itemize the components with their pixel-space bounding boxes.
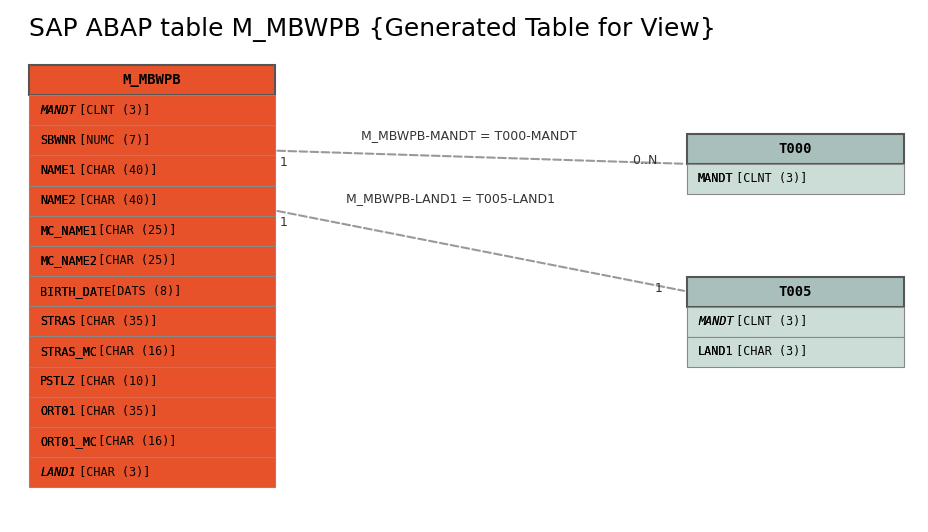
Text: MC_NAME1: MC_NAME1 bbox=[40, 225, 97, 237]
Text: M_MBWPB: M_MBWPB bbox=[122, 73, 181, 87]
Text: ORT01: ORT01 bbox=[40, 405, 76, 418]
Bar bbox=[29, 276, 275, 306]
Text: ORT01_MC: ORT01_MC bbox=[40, 436, 97, 448]
Text: 1: 1 bbox=[654, 282, 663, 295]
Text: MANDT: MANDT bbox=[697, 172, 733, 186]
Text: MANDT: MANDT bbox=[697, 172, 733, 186]
Text: 1: 1 bbox=[279, 216, 288, 229]
Text: [CHAR (3)]: [CHAR (3)] bbox=[71, 466, 150, 479]
Bar bbox=[29, 457, 275, 487]
Text: PSTLZ: PSTLZ bbox=[40, 375, 76, 388]
Text: MANDT: MANDT bbox=[40, 104, 76, 117]
Text: [CLNT (3)]: [CLNT (3)] bbox=[71, 104, 150, 117]
Bar bbox=[686, 164, 904, 194]
Bar bbox=[29, 306, 275, 336]
Text: [CHAR (16)]: [CHAR (16)] bbox=[91, 436, 176, 448]
Bar bbox=[686, 337, 904, 367]
Text: [DATS (8)]: [DATS (8)] bbox=[103, 285, 182, 297]
Text: MANDT: MANDT bbox=[697, 315, 733, 328]
Text: ORT01_MC: ORT01_MC bbox=[40, 436, 97, 448]
Bar bbox=[29, 125, 275, 155]
Text: [CHAR (3)]: [CHAR (3)] bbox=[728, 345, 807, 359]
Text: STRAS_MC: STRAS_MC bbox=[40, 345, 97, 358]
Text: [CHAR (40)]: [CHAR (40)] bbox=[71, 164, 157, 177]
Text: LAND1: LAND1 bbox=[697, 345, 733, 359]
Bar bbox=[686, 134, 904, 164]
Text: MANDT: MANDT bbox=[697, 315, 733, 328]
Bar bbox=[29, 367, 275, 397]
Text: BIRTH_DATE: BIRTH_DATE bbox=[40, 285, 111, 297]
Text: M_MBWPB-MANDT = T000-MANDT: M_MBWPB-MANDT = T000-MANDT bbox=[361, 129, 576, 142]
Bar bbox=[29, 95, 275, 125]
Text: [CHAR (35)]: [CHAR (35)] bbox=[71, 405, 157, 418]
Text: MANDT: MANDT bbox=[40, 104, 76, 117]
Text: [CHAR (40)]: [CHAR (40)] bbox=[71, 194, 157, 207]
Bar bbox=[29, 155, 275, 186]
Text: SBWNR: SBWNR bbox=[40, 134, 76, 147]
Text: STRAS_MC: STRAS_MC bbox=[40, 345, 97, 358]
Bar bbox=[29, 215, 275, 246]
Text: [CHAR (25)]: [CHAR (25)] bbox=[91, 254, 176, 268]
Text: MC_NAME2: MC_NAME2 bbox=[40, 254, 97, 268]
Text: LAND1: LAND1 bbox=[697, 345, 733, 359]
Bar bbox=[686, 277, 904, 307]
Text: STRAS: STRAS bbox=[40, 315, 76, 328]
Text: NAME1: NAME1 bbox=[40, 164, 76, 177]
Text: SBWNR: SBWNR bbox=[40, 134, 76, 147]
Text: [NUMC (7)]: [NUMC (7)] bbox=[71, 134, 150, 147]
Bar bbox=[29, 397, 275, 427]
Text: [CLNT (3)]: [CLNT (3)] bbox=[728, 172, 807, 186]
Bar bbox=[686, 307, 904, 337]
Bar bbox=[29, 65, 275, 95]
Bar bbox=[29, 336, 275, 367]
Text: STRAS: STRAS bbox=[40, 315, 76, 328]
Bar bbox=[29, 246, 275, 276]
Text: [CLNT (3)]: [CLNT (3)] bbox=[728, 315, 807, 328]
Text: [CHAR (16)]: [CHAR (16)] bbox=[91, 345, 176, 358]
Text: 0..N: 0..N bbox=[632, 154, 657, 167]
Text: LAND1: LAND1 bbox=[40, 466, 76, 479]
Text: T005: T005 bbox=[778, 285, 811, 298]
Text: M_MBWPB-LAND1 = T005-LAND1: M_MBWPB-LAND1 = T005-LAND1 bbox=[346, 192, 555, 205]
Text: MC_NAME1: MC_NAME1 bbox=[40, 225, 97, 237]
Text: [CHAR (35)]: [CHAR (35)] bbox=[71, 315, 157, 328]
Text: [CHAR (25)]: [CHAR (25)] bbox=[91, 225, 176, 237]
Text: LAND1: LAND1 bbox=[40, 466, 76, 479]
Text: NAME2: NAME2 bbox=[40, 194, 76, 207]
Bar bbox=[29, 427, 275, 457]
Text: [CHAR (10)]: [CHAR (10)] bbox=[71, 375, 157, 388]
Text: BIRTH_DATE: BIRTH_DATE bbox=[40, 285, 111, 297]
Text: NAME2: NAME2 bbox=[40, 194, 76, 207]
Text: T000: T000 bbox=[778, 142, 811, 156]
Text: NAME1: NAME1 bbox=[40, 164, 76, 177]
Bar bbox=[29, 186, 275, 215]
Text: SAP ABAP table M_MBWPB {Generated Table for View}: SAP ABAP table M_MBWPB {Generated Table … bbox=[29, 17, 715, 42]
Text: MC_NAME2: MC_NAME2 bbox=[40, 254, 97, 268]
Text: ORT01: ORT01 bbox=[40, 405, 76, 418]
Text: 1: 1 bbox=[279, 156, 288, 169]
Text: PSTLZ: PSTLZ bbox=[40, 375, 76, 388]
